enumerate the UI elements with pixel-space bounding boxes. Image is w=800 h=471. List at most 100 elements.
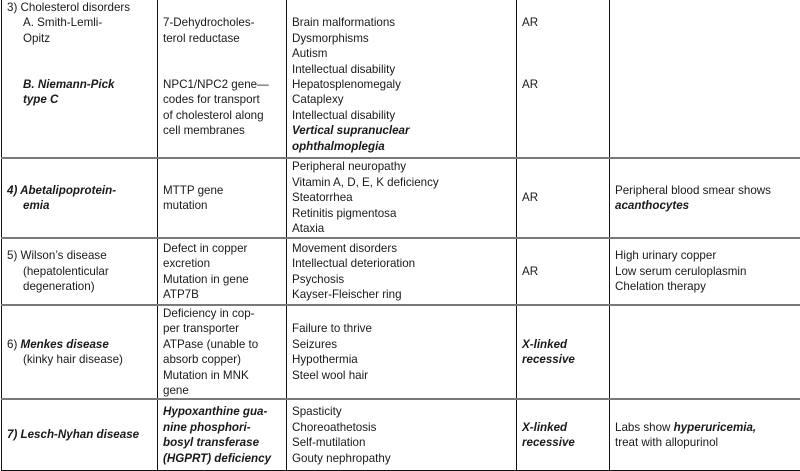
cell-text: emia [23, 199, 49, 212]
cell-text: Menkes disease [21, 338, 109, 351]
cell-line: nine phosphori- [163, 420, 281, 435]
cell-text: gene [163, 384, 189, 397]
cell-line [163, 62, 281, 77]
cell-line: Choreoathetosis [292, 420, 511, 435]
cell-line: Low serum ceruloplasmin [615, 264, 795, 279]
cell-text: AR [522, 265, 538, 278]
cell-defect: Defect in copper excretion Mutation in gen… [158, 238, 287, 305]
cell-text: Cataplexy [292, 93, 344, 106]
cell-text: 7) Lesch-Nyhan disease [7, 428, 139, 441]
cell-line: Mutation in gene [163, 272, 281, 287]
cell-defect: Hypoxanthine gua-nine phosphori-bosyl tr… [158, 399, 287, 470]
cell-text: Seizures [292, 338, 337, 351]
cell-line: Intellectual disability [292, 62, 511, 77]
cell-text: Hypothermia [292, 353, 358, 366]
cell-text: Brain malformations [292, 16, 395, 29]
cell-line: absorb copper) [163, 352, 281, 367]
cell-line: ATPase (unable to [163, 337, 281, 352]
cell-line: Vitamin A, D, E, K deficiency [292, 175, 511, 190]
cell-text: Peripheral neuropathy [292, 160, 406, 173]
cell-line: AR [522, 190, 604, 205]
cell-line: Hepatosplenomegaly [292, 77, 511, 92]
cell-inheritance: AR [517, 158, 610, 238]
cell-line: Intellectual disability [292, 108, 511, 123]
cell-line: Cataplexy [292, 92, 511, 107]
cell-line [163, 46, 281, 61]
cell-line: Peripheral neuropathy [292, 159, 511, 174]
cell-line: Movement disorders [292, 241, 511, 256]
cell-line: per transporter [163, 321, 281, 336]
cell-text: X-linked [522, 421, 567, 434]
cell-line: ophthalmoplegia [292, 139, 511, 154]
cell-line: Spasticity [292, 404, 511, 419]
cell-line: Peripheral blood smear shows [615, 183, 795, 198]
cell-text: nine phosphori- [163, 421, 251, 434]
cell-text: MTTP gene [163, 184, 223, 197]
cell-line: Seizures [292, 337, 511, 352]
cell-text: ATPase (unable to [163, 338, 258, 351]
cell-text: (kinky hair disease) [23, 353, 123, 366]
cell-line: Gouty nephropathy [292, 451, 511, 466]
cell-line [163, 0, 281, 15]
cell-text: Dysmorphisms [292, 32, 369, 45]
cell-text: bosyl transferase [163, 436, 259, 449]
cell-text: of cholesterol along [163, 109, 264, 122]
cell-line: Hypothermia [292, 352, 511, 367]
cell-text: absorb copper) [163, 353, 241, 366]
cell-text: Steatorrhea [292, 191, 353, 204]
cell-text: 6) [7, 338, 21, 351]
cell-text: terol reductase [163, 32, 240, 45]
cell-text: Intellectual disability [292, 63, 395, 76]
cell-text: Self-mutilation [292, 436, 365, 449]
cell-text: 3) Cholesterol disorders [7, 1, 130, 14]
cell-text: ATP7B [163, 288, 199, 301]
cell-line: Labs show hyperuricemia, [615, 420, 795, 435]
cell-line [522, 62, 604, 77]
cell-line: type C [7, 92, 152, 107]
cell-text: Vertical supranuclear [292, 124, 410, 137]
cell-text: Ataxia [292, 222, 324, 235]
cell-text: (HGPRT) deficiency [163, 452, 271, 465]
cell-text: B. Niemann-Pick [23, 78, 115, 91]
table-row: 6) Menkes disease (kinky hair disease) Def… [2, 305, 800, 399]
cell-line: 7) Lesch-Nyhan disease [7, 427, 152, 442]
cell-text: AR [522, 78, 538, 91]
cell-line: A. Smith-Lemli- [7, 15, 152, 30]
cell-line: X-linked [522, 420, 604, 435]
cell-line: bosyl transferase [163, 435, 281, 450]
cell-line: (HGPRT) deficiency [163, 451, 281, 466]
cell-line: terol reductase [163, 31, 281, 46]
cell-line: NPC1/NPC2 gene— [163, 77, 281, 92]
cell-notes: Labs show hyperuricemia,treat with allop… [610, 399, 800, 470]
cell-text: Failure to thrive [292, 322, 372, 335]
cell-text: Opitz [23, 32, 50, 45]
cell-text: Gouty nephropathy [292, 452, 391, 465]
cell-text: Autism [292, 47, 327, 60]
cell-text: 5) Wilson’s disease [7, 249, 107, 262]
cell-line: (hepatolenticular [7, 264, 152, 279]
cell-clinical-features: Brain malformations Dysmorphisms Autism Int… [287, 0, 517, 158]
cell-line: Ataxia [292, 221, 511, 236]
cell-line [522, 31, 604, 46]
cell-text: Defect in copper [163, 242, 247, 255]
cell-line: Mutation in MNK [163, 368, 281, 383]
cell-line: (kinky hair disease) [7, 352, 152, 367]
cell-line: recessive [522, 435, 604, 450]
cell-line: Hypoxanthine gua- [163, 404, 281, 419]
cell-text: acanthocytes [615, 199, 689, 212]
cell-text: Chelation therapy [615, 280, 706, 293]
cell-text: Mutation in MNK [163, 369, 249, 382]
cell-text: excretion [163, 257, 210, 270]
cell-clinical-features: Peripheral neuropathy Vitamin A, D, E, K … [287, 158, 517, 238]
cell-line: codes for transport [163, 92, 281, 107]
